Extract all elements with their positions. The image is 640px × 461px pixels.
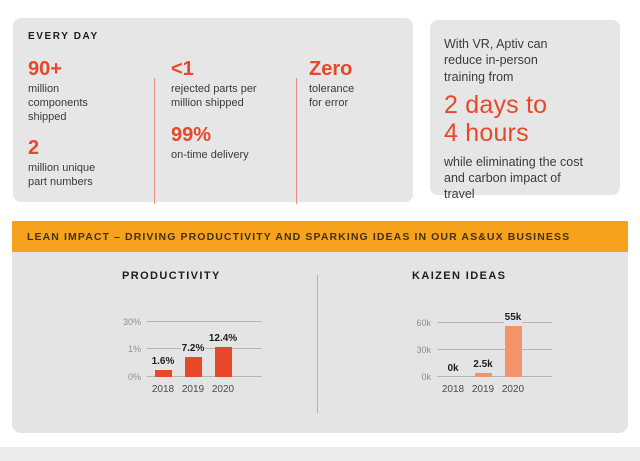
stat-on-time-delivery: 99% on-time delivery [171,124,283,163]
y-tick-label: 0% [127,372,141,382]
gridline [437,376,552,377]
gridline [437,349,552,350]
vr-card: With VR, Aptiv can reduce in-person trai… [430,20,620,201]
vr-outro-text: while eliminating the cost and carbon im… [444,154,583,202]
bar [474,373,492,377]
everyday-column-3: Zero tolerance for error [309,58,409,111]
bar-value-label: 12.4% [207,333,239,344]
x-tick-label: 2020 [501,384,525,395]
bar [154,370,172,377]
x-tick-label: 2018 [151,384,175,395]
everyday-column-2: <1 rejected parts per million shipped 99… [171,58,283,162]
bars-group: 1.6% 7.2% 12.4% [148,333,239,377]
stat-divider [296,78,297,204]
lean-impact-panel: PRODUCTIVITY 0% 1% 30% 1.6% 7.2% 12.4% 2018 20… [12,252,628,433]
lean-impact-banner: LEAN IMPACT – DRIVING PRODUCTIVITY AND S… [12,221,628,252]
chart-x-axis: 2018 2019 2020 [438,384,577,395]
y-tick-label: 0k [421,372,431,382]
everyday-column-1: 90+ million components shipped 2 million… [28,58,140,190]
chart-plot: 0% 1% 30% 1.6% 7.2% 12.4% [107,309,287,382]
chart-x-axis: 2018 2019 2020 [148,384,287,395]
bar-value-label: 2.5k [472,359,494,370]
stat-label: million unique part numbers [28,162,96,188]
y-tick-label: 60k [416,318,431,328]
x-tick-label: 2020 [211,384,235,395]
stat-rejected-parts: <1 rejected parts per million shipped [171,58,283,111]
bottom-strip [0,447,640,461]
productivity-chart: PRODUCTIVITY 0% 1% 30% 1.6% 7.2% 12.4% 2018 20… [107,270,287,395]
bar [214,347,232,377]
stat-value: 2 [28,137,40,160]
stat-label: on-time delivery [171,148,249,161]
stat-label: tolerance for error [309,83,355,109]
kaizen-ideas-chart: KAIZEN IDEAS 0k 30k 60k 0k 2.5k 55k 2018 2019 2… [397,270,577,395]
bar-slot: 55k [498,312,528,377]
bar-slot: 7.2% [178,343,208,377]
bar-slot: 12.4% [207,333,239,377]
bar-value-label: 7.2% [180,343,206,354]
x-tick-label: 2019 [181,384,205,395]
stat-value: <1 [171,58,194,80]
bar-slot: 0k [438,363,468,377]
bar-slot: 1.6% [148,356,178,377]
bar-slot: 2.5k [468,359,498,377]
y-tick-label: 30% [122,317,141,327]
stat-part-numbers: 2 million unique part numbers [28,137,140,190]
bar-value-label: 0k [446,363,460,374]
lean-impact-section: LEAN IMPACT – DRIVING PRODUCTIVITY AND S… [12,221,628,433]
vr-highlight-text: 2 days to 4 hours [444,90,548,147]
stat-value: 90+ [28,58,62,80]
bar [504,326,522,377]
vr-intro-text: With VR, Aptiv can reduce in-person trai… [444,37,548,84]
bar-value-label: 1.6% [150,356,176,367]
stat-label: million components shipped [28,83,88,123]
stat-value: Zero [309,58,353,80]
stat-label: rejected parts per million shipped [171,83,257,109]
stat-components-shipped: 90+ million components shipped [28,58,140,124]
gridline [437,322,552,323]
gridline [147,321,262,322]
y-tick-label: 1% [127,344,141,354]
gridline [147,376,262,377]
everyday-header: EVERY DAY [28,31,99,42]
bar-value-label: 55k [503,312,523,323]
stat-zero-tolerance: Zero tolerance for error [309,58,409,111]
bar [184,357,202,377]
y-tick-label: 30k [416,345,431,355]
bars-group: 0k 2.5k 55k [438,312,528,377]
x-tick-label: 2019 [471,384,495,395]
chart-title: PRODUCTIVITY [122,270,221,282]
chart-title: KAIZEN IDEAS [412,270,507,282]
everyday-card: EVERY DAY 90+ million components shipped… [13,18,413,204]
chart-plot: 0k 30k 60k 0k 2.5k 55k [397,309,577,382]
stat-divider [154,78,155,204]
chart-divider [317,275,318,413]
x-tick-label: 2018 [441,384,465,395]
stat-value: 99% [171,123,212,146]
